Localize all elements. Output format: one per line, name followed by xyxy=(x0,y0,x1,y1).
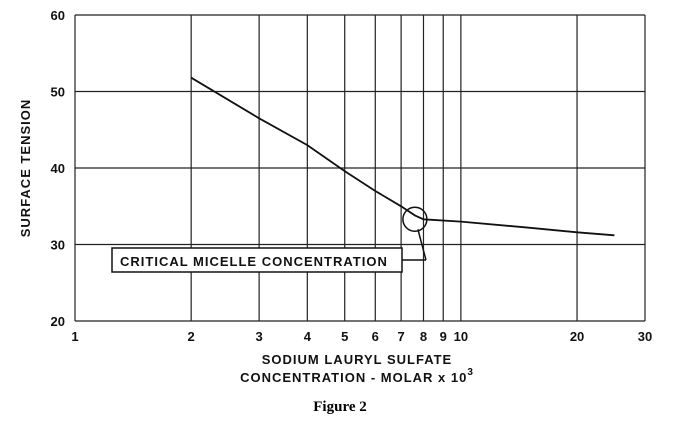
x-axis-label-line1: SODIUM LAURYL SULFATE xyxy=(262,352,452,367)
x-axis-label-line2: CONCENTRATION - MOLAR x 103 xyxy=(240,367,474,385)
x-tick-label: 1 xyxy=(71,329,78,344)
x-axis-label-main: CONCENTRATION - MOLAR x 10 xyxy=(240,370,467,385)
x-tick-label: 3 xyxy=(255,329,262,344)
x-tick-label: 10 xyxy=(454,329,468,344)
x-tick-label: 4 xyxy=(304,329,312,344)
x-tick-label: 20 xyxy=(570,329,584,344)
annotation: CRITICAL MICELLE CONCENTRATION xyxy=(111,206,428,273)
x-tick-label: 9 xyxy=(440,329,447,344)
cmc-label: CRITICAL MICELLE CONCENTRATION xyxy=(120,254,388,269)
y-tick-label: 50 xyxy=(51,85,65,100)
grid xyxy=(74,14,646,322)
cmc-marker xyxy=(402,206,428,233)
figure-caption: Figure 2 xyxy=(313,399,366,415)
x-tick-label: 6 xyxy=(372,329,379,344)
series xyxy=(190,76,615,237)
x-tick-label: 8 xyxy=(420,329,427,344)
x-tick-label: 30 xyxy=(638,329,652,344)
tick-labels: 1 2 3 4 5 6 7 8 9 10 20 30 20 30 40 50 60 xyxy=(51,8,653,344)
x-axis-label-exponent: 3 xyxy=(467,367,474,378)
y-tick-label: 30 xyxy=(51,238,65,253)
y-tick-label: 60 xyxy=(51,8,65,23)
cmc-label-box xyxy=(111,247,403,273)
x-tick-label: 7 xyxy=(397,329,404,344)
series-line xyxy=(190,76,615,237)
y-axis-label: SURFACE TENSION xyxy=(18,99,33,238)
y-tick-label: 20 xyxy=(51,314,65,329)
cmc-leader-line xyxy=(417,229,427,261)
x-tick-label: 2 xyxy=(188,329,195,344)
x-tick-label: 5 xyxy=(341,329,348,344)
y-tick-label: 40 xyxy=(51,161,65,176)
